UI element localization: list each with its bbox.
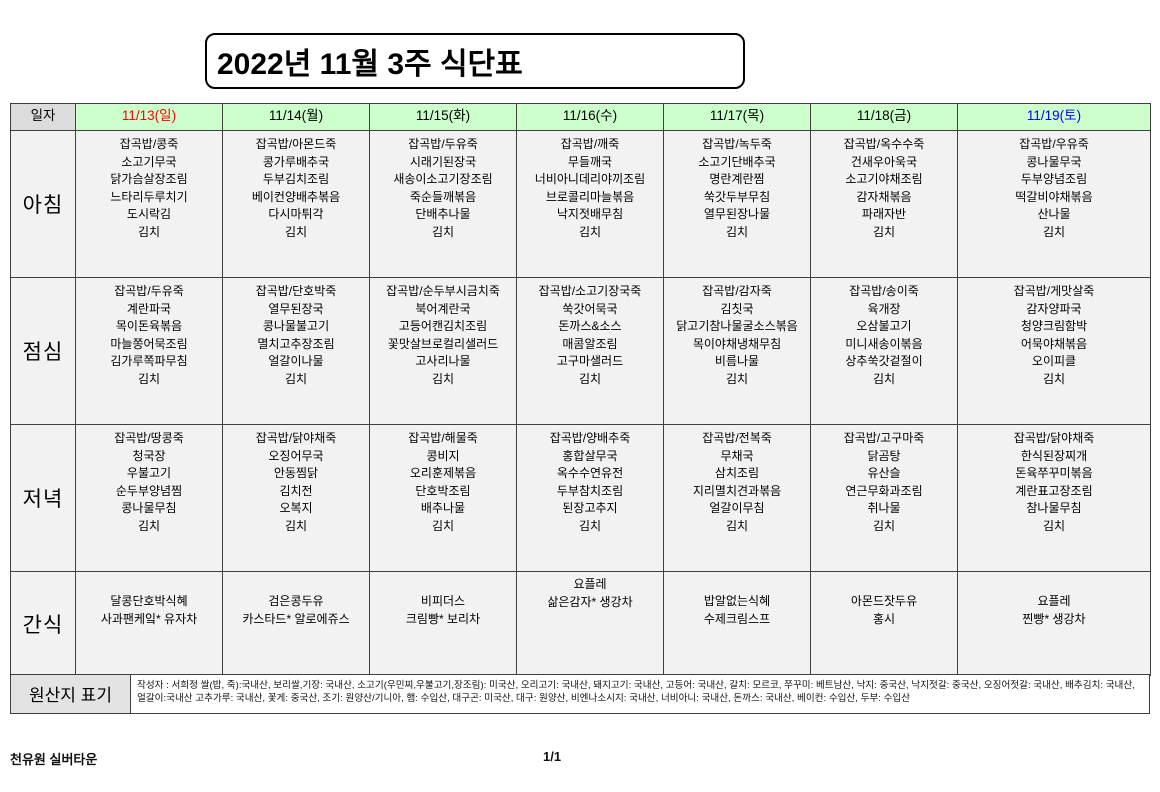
dinner-sun: 잡곡밥/땅콩죽 청국장 우불고기 순두부양념찜 콩나물무침 김치 [75, 424, 223, 572]
snack-wed: 요플레 삶은감자* 생강차 [516, 571, 664, 676]
breakfast-sun: 잡곡밥/콩죽 소고기무국 닭가슴살장조림 느타리두루치기 도시락김 김치 [75, 130, 223, 278]
date-header-thu: 11/17(목) [663, 103, 811, 131]
lunch-sun: 잡곡밥/두유죽 계란파국 목이돈육볶음 마늘쫑어묵조림 김가루쪽파무침 김치 [75, 277, 223, 425]
menu-table: 일자 11/13(일) 11/14(월) 11/15(화) 11/16(수) 1… [10, 103, 1151, 676]
footer-facility-name: 천유원 실버타운 [10, 752, 98, 767]
date-header-mon: 11/14(월) [222, 103, 370, 131]
breakfast-tue: 잡곡밥/두유죽 시래기된장국 새송이소고기장조림 죽순들깨볶음 단배추나물 김치 [369, 130, 517, 278]
breakfast-mon: 잡곡밥/아몬드죽 콩가루배추국 두부김치조림 베이컨양배추볶음 다시마튀각 김치 [222, 130, 370, 278]
breakfast-sat: 잡곡밥/우유죽 콩나물무국 두부양념조림 떡갈비야채볶음 산나물 김치 [957, 130, 1151, 278]
title-box: 2022년 11월 3주 식단표 [205, 33, 745, 89]
page-number: 1/1 [543, 749, 562, 764]
dinner-wed: 잡곡밥/양배추죽 홍합살무국 옥수수연유전 두부참치조림 된장고추지 김치 [516, 424, 664, 572]
origin-label: 원산지 표기 [10, 673, 131, 714]
snack-sat: 요플레 찐빵* 생강차 [957, 571, 1151, 676]
lunch-mon: 잡곡밥/단호박죽 열무된장국 콩나물불고기 멸치고추장조림 얼갈이나물 김치 [222, 277, 370, 425]
date-header-sat: 11/19(토) [957, 103, 1151, 131]
dinner-tue: 잡곡밥/해물죽 콩비지 오리훈제볶음 단호박조림 배추나물 김치 [369, 424, 517, 572]
breakfast-fri: 잡곡밥/옥수수죽 건새우아욱국 소고기야채조림 감자채볶음 파래자반 김치 [810, 130, 958, 278]
snack-sun: 달콩단호박식혜 사과팬케잌* 유자차 [75, 571, 223, 676]
page-title: 2022년 11월 3주 식단표 [217, 48, 523, 81]
origin-text: 작성자 : 서희정 쌀(밥, 죽):국내산, 보리쌀,기장: 국내산, 소고기(… [131, 673, 1150, 714]
row-label-snack: 간식 [10, 571, 76, 676]
breakfast-thu: 잡곡밥/녹두죽 소고기단배추국 명란계란찜 쑥갓두부무침 열무된장나물 김치 [663, 130, 811, 278]
date-header-wed: 11/16(수) [516, 103, 664, 131]
row-label-breakfast: 아침 [10, 130, 76, 278]
corner-label: 일자 [10, 103, 76, 131]
date-header-sun: 11/13(일) [75, 103, 223, 131]
date-header-tue: 11/15(화) [369, 103, 517, 131]
snack-tue: 비피더스 크림빵* 보리차 [369, 571, 517, 676]
dinner-row: 저녁 잡곡밥/땅콩죽 청국장 우불고기 순두부양념찜 콩나물무침 김치 잡곡밥/… [10, 424, 1151, 572]
snack-thu: 밥알없는식혜 수제크림스프 [663, 571, 811, 676]
breakfast-wed: 잡곡밥/깨죽 무들깨국 너비아니데리야끼조림 브로콜리마늘볶음 낙지젓배무침 김… [516, 130, 664, 278]
snack-fri: 아몬드잣두유 홍시 [810, 571, 958, 676]
row-label-lunch: 점심 [10, 277, 76, 425]
lunch-row: 점심 잡곡밥/두유죽 계란파국 목이돈육볶음 마늘쫑어묵조림 김가루쪽파무침 김… [10, 277, 1151, 425]
breakfast-row: 아침 잡곡밥/콩죽 소고기무국 닭가슴살장조림 느타리두루치기 도시락김 김치 … [10, 130, 1151, 278]
date-header-fri: 11/18(금) [810, 103, 958, 131]
snack-mon: 검은콩두유 카스타드* 알로에쥬스 [222, 571, 370, 676]
dinner-fri: 잡곡밥/고구마죽 닭곰탕 유산슬 연근무화과조림 취나물 김치 [810, 424, 958, 572]
lunch-wed: 잡곡밥/소고기장국죽 쑥갓어묵국 돈까스&소스 매콤알조림 고구마샐러드 김치 [516, 277, 664, 425]
date-header-row: 일자 11/13(일) 11/14(월) 11/15(화) 11/16(수) 1… [10, 103, 1151, 131]
row-label-dinner: 저녁 [10, 424, 76, 572]
dinner-thu: 잡곡밥/전복죽 무채국 삼치조림 지리멸치견과볶음 얼갈이무침 김치 [663, 424, 811, 572]
origin-row: 원산지 표기 작성자 : 서희정 쌀(밥, 죽):국내산, 보리쌀,기장: 국내… [10, 673, 1150, 714]
lunch-sat: 잡곡밥/게맛살죽 감자양파국 청양크림함박 어묵야채볶음 오이피클 김치 [957, 277, 1151, 425]
dinner-mon: 잡곡밥/닭야채죽 오징어무국 안동찜닭 김치전 오복지 김치 [222, 424, 370, 572]
lunch-fri: 잡곡밥/송이죽 육개장 오삼불고기 미니새송이볶음 상추쑥갓겉절이 김치 [810, 277, 958, 425]
lunch-thu: 잡곡밥/감자죽 김칫국 닭고기참나물굴소스볶음 목이야채냉채무침 비름나물 김치 [663, 277, 811, 425]
lunch-tue: 잡곡밥/순두부시금치죽 북어계란국 고등어캔김치조림 꽃맛살브로컬리샐러드 고사… [369, 277, 517, 425]
dinner-sat: 잡곡밥/닭야채죽 한식된장찌개 돈육쭈꾸미볶음 계란표고장조림 참나물무침 김치 [957, 424, 1151, 572]
snack-row: 간식 달콩단호박식혜 사과팬케잌* 유자차 검은콩두유 카스타드* 알로에쥬스 … [10, 571, 1151, 676]
